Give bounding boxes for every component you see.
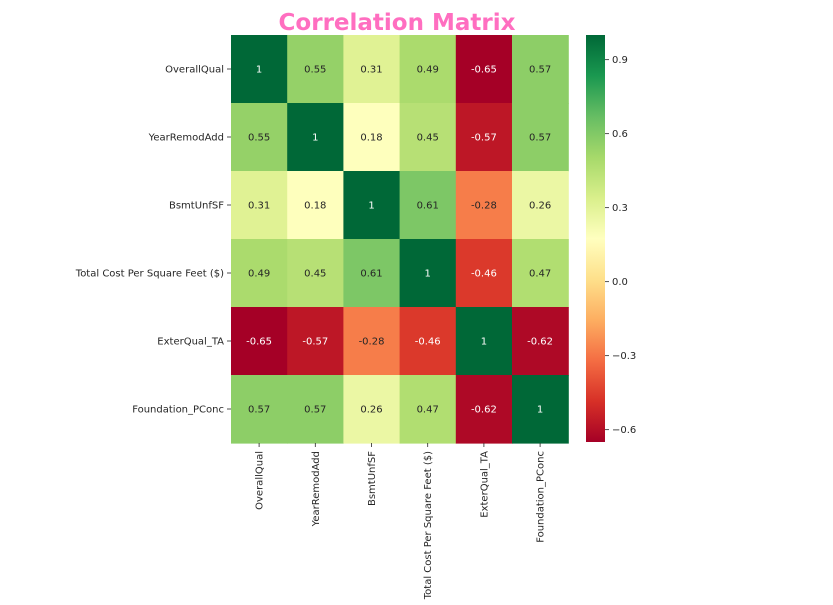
heatmap-cell	[512, 307, 569, 376]
cell-annotation: 0.18	[360, 133, 382, 144]
x-tick-label: YearRemodAdd	[311, 451, 322, 527]
cell-annotation: -0.62	[471, 405, 497, 416]
cell-annotation: 0.57	[529, 65, 551, 76]
heatmap-cell	[287, 171, 344, 240]
cell-annotation: -0.62	[527, 337, 553, 348]
heatmap-cell	[512, 103, 569, 172]
y-tick-label: Foundation_PConc	[132, 405, 224, 416]
colorbar-tick-label: 0.0	[612, 277, 628, 288]
heatmap-cell	[399, 239, 457, 308]
heatmap-cell	[343, 307, 401, 376]
heatmap-cell	[455, 171, 513, 240]
y-tick-label: OverallQual	[165, 65, 224, 76]
cell-annotation: -0.28	[359, 337, 385, 348]
heatmap-cell	[455, 239, 513, 308]
cell-annotation: 0.47	[417, 405, 439, 416]
x-tick-label: Foundation_PConc	[536, 451, 547, 543]
heatmap-cell	[231, 375, 288, 444]
heatmap-cell	[343, 35, 401, 104]
cell-annotation: -0.65	[471, 65, 497, 76]
heatmap-cell	[287, 375, 344, 444]
cell-annotation: 1	[368, 201, 374, 212]
heatmap-cell	[343, 375, 401, 444]
cell-annotation: 0.45	[417, 133, 439, 144]
cell-annotation: 0.31	[248, 201, 270, 212]
cell-annotation: -0.46	[471, 269, 497, 280]
heatmap-cell	[455, 35, 513, 104]
heatmap-cell	[399, 35, 457, 104]
y-tick-label: YearRemodAdd	[148, 133, 224, 144]
colorbar-tick-label: −0.3	[612, 351, 636, 362]
heatmap-cell	[231, 239, 288, 308]
heatmap-cell	[399, 171, 457, 240]
heatmap-cell	[231, 103, 288, 172]
colorbar-gradient	[586, 35, 605, 442]
cell-annotation: 0.55	[304, 65, 326, 76]
cell-annotation: -0.57	[471, 133, 497, 144]
x-tick-label: Total Cost Per Square Feet ($)	[423, 451, 434, 600]
cell-annotation: 1	[256, 65, 262, 76]
colorbar-tick-label: 0.9	[612, 55, 628, 66]
heatmap-cell	[399, 103, 457, 172]
x-tick-label: BsmtUnfSF	[367, 451, 378, 506]
cell-annotation: 0.57	[529, 133, 551, 144]
y-tick-label: BsmtUnfSF	[169, 201, 224, 212]
cell-annotation: -0.57	[302, 337, 328, 348]
cell-annotation: 0.26	[529, 201, 551, 212]
x-tick-label: ExterQual_TA	[479, 451, 490, 518]
cell-annotation: 1	[481, 337, 487, 348]
heatmap-cell	[512, 239, 569, 308]
heatmap-cell	[399, 375, 457, 444]
heatmap-cell	[512, 171, 569, 240]
cell-annotation: 0.45	[304, 269, 326, 280]
cell-annotation: -0.65	[246, 337, 272, 348]
cell-annotation: 0.57	[304, 405, 326, 416]
heatmap-cell	[343, 239, 401, 308]
cell-annotation: 0.26	[360, 405, 382, 416]
heatmap-cell	[343, 171, 401, 240]
cell-annotation: 0.55	[248, 133, 270, 144]
heatmap-cells: 1 0.55 0.31 0.49 -0.65 0.57 0.55 1 0.18 0.45 -0.57…	[231, 35, 569, 444]
heatmap-cell	[287, 239, 344, 308]
cell-annotation: 1	[537, 405, 543, 416]
heatmap-cell	[399, 307, 457, 376]
cell-annotation: 1	[425, 269, 431, 280]
colorbar-tick-label: −0.6	[612, 425, 636, 436]
cell-annotation: 0.49	[417, 65, 439, 76]
cell-annotation: 0.61	[360, 269, 382, 280]
heatmap-cell	[512, 35, 569, 104]
x-tick-label: OverallQual	[255, 451, 266, 510]
heatmap-cell	[287, 103, 344, 172]
y-tick-label: Total Cost Per Square Feet ($)	[75, 269, 224, 280]
cell-annotation: 0.49	[248, 269, 270, 280]
heatmap-cell	[231, 35, 288, 104]
heatmap-cell	[343, 103, 401, 172]
colorbar: 0.9 0.6 0.3 0.0 −0.3 −0.6	[586, 35, 636, 442]
heatmap-cell	[455, 103, 513, 172]
heatmap-cell	[455, 307, 513, 376]
cell-annotation: 1	[312, 133, 318, 144]
colorbar-tick-label: 0.6	[612, 129, 628, 140]
cell-annotation: -0.28	[471, 201, 497, 212]
y-axis-labels: OverallQual YearRemodAdd BsmtUnfSF Total Co…	[75, 65, 231, 416]
heatmap-cell	[455, 375, 513, 444]
chart-title: Correlation Matrix	[279, 10, 516, 36]
cell-annotation: 0.57	[248, 405, 270, 416]
cell-annotation: 0.18	[304, 201, 326, 212]
cell-annotation: 0.61	[417, 201, 439, 212]
heatmap-cell	[231, 307, 288, 376]
heatmap-cell	[512, 375, 569, 444]
y-tick-label: ExterQual_TA	[157, 337, 224, 348]
cell-annotation: -0.46	[415, 337, 441, 348]
cell-annotation: 0.47	[529, 269, 551, 280]
cell-annotation: 0.31	[360, 65, 382, 76]
heatmap-cell	[231, 171, 288, 240]
x-axis-labels: OverallQual YearRemodAdd BsmtUnfSF Total Co…	[255, 443, 547, 600]
heatmap-cell	[287, 307, 344, 376]
colorbar-tick-label: 0.3	[612, 203, 628, 214]
heatmap-cell	[287, 35, 344, 104]
